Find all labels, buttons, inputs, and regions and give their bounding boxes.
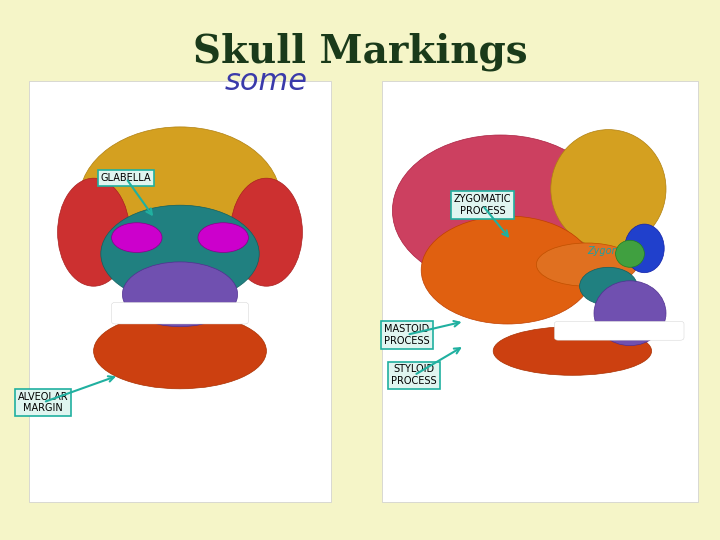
Ellipse shape <box>421 216 594 324</box>
Ellipse shape <box>616 240 644 267</box>
Text: ZYGOMATIC
PROCESS: ZYGOMATIC PROCESS <box>454 194 511 216</box>
Text: some: some <box>225 68 308 97</box>
Ellipse shape <box>230 178 302 286</box>
Ellipse shape <box>122 262 238 327</box>
FancyBboxPatch shape <box>382 81 698 502</box>
Text: Zygomatic: Zygomatic <box>587 246 639 256</box>
FancyBboxPatch shape <box>29 81 331 502</box>
Text: STYLOID
PROCESS: STYLOID PROCESS <box>391 364 437 386</box>
Text: Skull Markings: Skull Markings <box>193 32 527 71</box>
Ellipse shape <box>551 130 666 248</box>
Ellipse shape <box>580 267 637 305</box>
Ellipse shape <box>536 243 637 286</box>
Ellipse shape <box>58 178 130 286</box>
Ellipse shape <box>112 222 162 253</box>
Ellipse shape <box>79 127 281 273</box>
Ellipse shape <box>198 222 248 253</box>
Text: GLABELLA: GLABELLA <box>101 173 151 183</box>
Ellipse shape <box>594 281 666 346</box>
Ellipse shape <box>493 327 652 375</box>
FancyBboxPatch shape <box>112 302 248 324</box>
FancyBboxPatch shape <box>554 321 684 340</box>
Ellipse shape <box>94 313 266 389</box>
Text: ALVEOLAR
MARGIN: ALVEOLAR MARGIN <box>18 392 68 413</box>
Ellipse shape <box>101 205 259 302</box>
Text: MASTOID
PROCESS: MASTOID PROCESS <box>384 324 430 346</box>
Ellipse shape <box>625 224 664 273</box>
Ellipse shape <box>392 135 608 286</box>
